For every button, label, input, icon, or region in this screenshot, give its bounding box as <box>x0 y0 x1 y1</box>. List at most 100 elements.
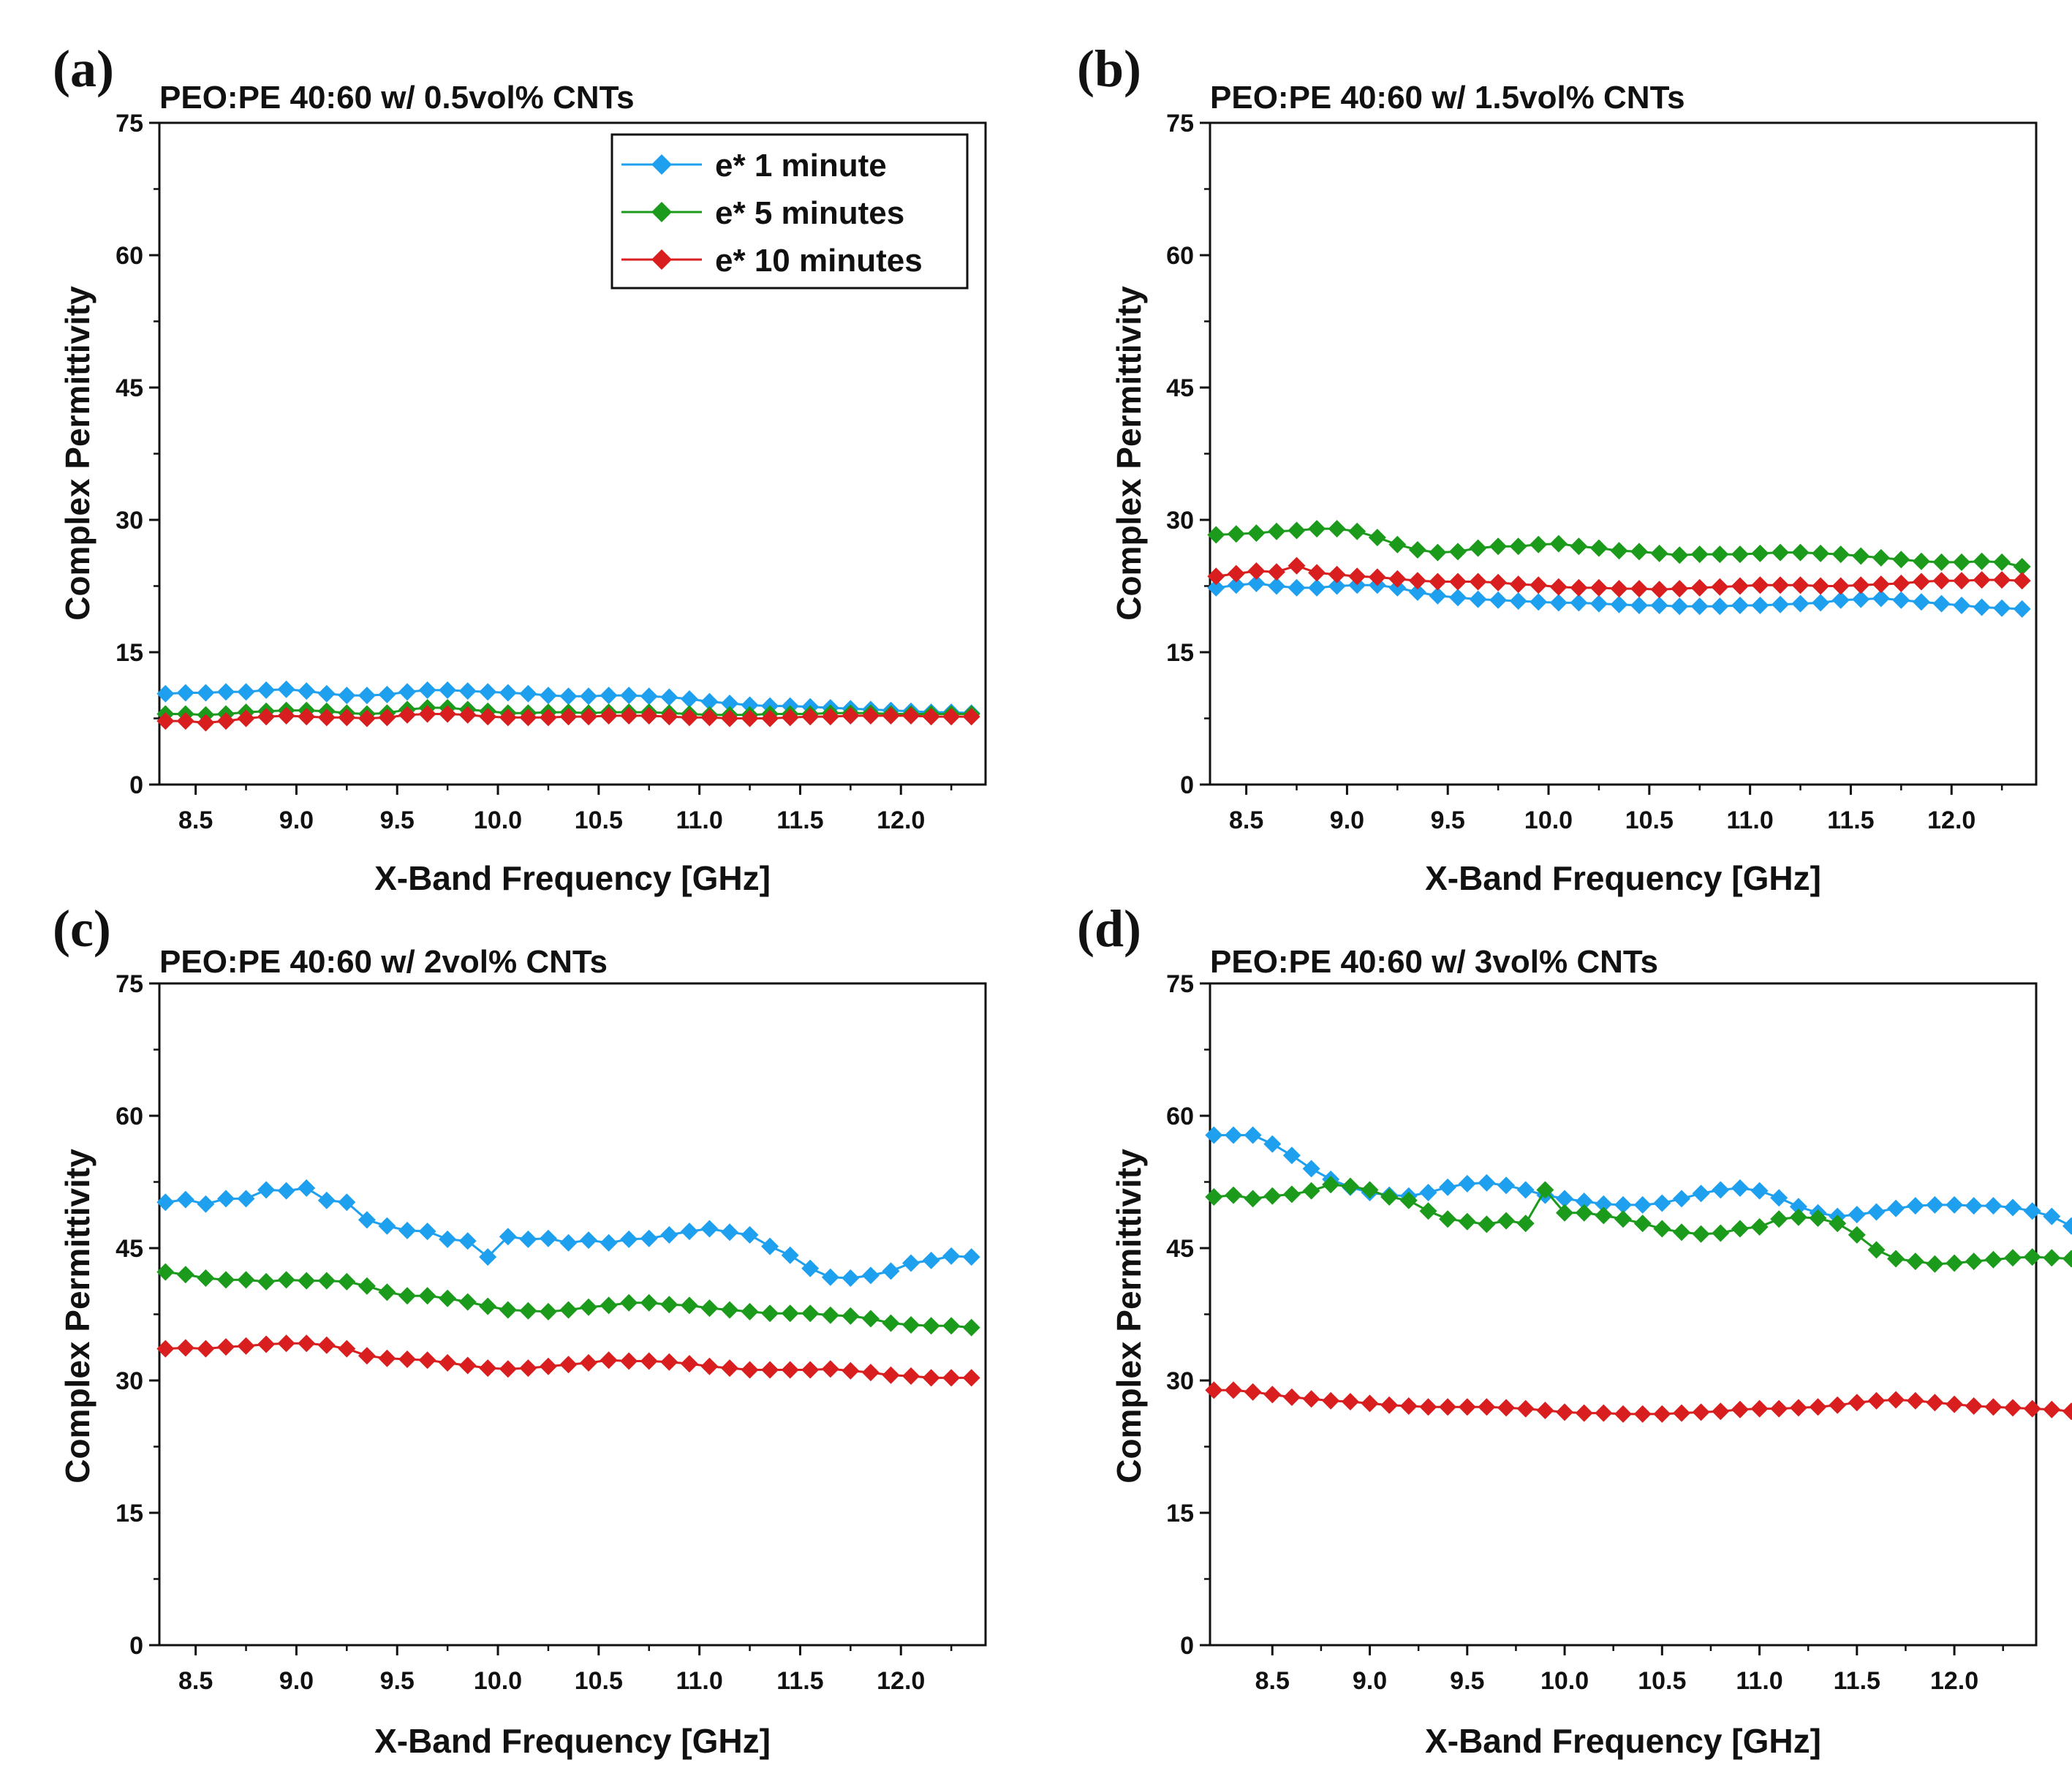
panel-c-data-point-1-minute <box>761 1237 779 1255</box>
panel-a-xtick-label: 10.5 <box>575 806 623 834</box>
panel-b-data-point-5-minutes <box>1630 543 1648 561</box>
panel-d-data-point-10-minutes <box>1322 1391 1340 1410</box>
panel-d-data-point-10-minutes <box>1536 1402 1554 1419</box>
panel-a-data-point-1-minute <box>620 687 638 705</box>
panel-a-data-point-1-minute <box>257 681 276 699</box>
panel-c-data-point-1-minute <box>539 1229 557 1247</box>
panel-a-data-point-1-minute <box>197 684 215 702</box>
panel-c-data-point-10-minutes <box>942 1369 961 1387</box>
panel-a-data-point-10-minutes <box>277 706 295 725</box>
panel-a-data-point-1-minute <box>176 684 194 702</box>
panel-b-data-point-10-minutes <box>1227 564 1245 583</box>
panel-c-data-point-1-minute <box>882 1262 900 1280</box>
legend: e* 1 minute e* 5 minutes e* 10 minutes <box>610 133 969 290</box>
panel-b-xtick-label: 11.5 <box>1827 806 1874 834</box>
panel-c-data-point-1-minute <box>660 1225 678 1244</box>
panel-c-data-point-5-minutes <box>842 1307 860 1325</box>
panel-b-xtick-label: 12.0 <box>1927 806 1975 834</box>
panel-b-data-point-5-minutes <box>1308 520 1326 538</box>
panel-a-xlabel: X-Band Frequency [GHz] <box>374 859 771 897</box>
panel-c-data-point-5-minutes <box>439 1289 457 1307</box>
panel-d-data-point-5-minutes <box>1984 1250 2003 1269</box>
panel-d-data-point-5-minutes <box>1595 1206 1613 1225</box>
panel-d-xtick-label: 12.0 <box>1930 1667 1978 1695</box>
panel-b-data-point-1-minute <box>1530 593 1548 611</box>
panel-d-data-point-5-minutes <box>1848 1225 1866 1244</box>
panel-c-ytick-label: 60 <box>116 1103 143 1130</box>
panel-d-data-point-10-minutes <box>1419 1398 1437 1416</box>
panel-c-data-point-10-minutes <box>237 1337 255 1355</box>
panel-b-data-point-1-minute <box>1348 576 1366 594</box>
panel-b-data-point-10-minutes <box>1610 580 1628 598</box>
panel-d-data-point-10-minutes <box>1556 1403 1573 1421</box>
panel-d-ytick-label: 30 <box>1166 1367 1194 1395</box>
panel-d-data-point-10-minutes <box>1673 1404 1690 1422</box>
panel-b-data-point-1-minute <box>1852 590 1870 608</box>
panel-b-data-point-1-minute <box>1288 578 1306 597</box>
panel-d-plot-frame <box>1209 982 2038 1647</box>
panel-b-data-point-5-minutes <box>1348 522 1366 540</box>
panel-d-data-point-5-minutes <box>1770 1210 1788 1228</box>
panel-b-data-point-1-minute <box>1247 574 1266 592</box>
panel-d-xtick-label: 9.5 <box>1450 1667 1484 1695</box>
panel-d-data-point-1-minute <box>1282 1146 1301 1165</box>
panel-d-data-point-5-minutes <box>1633 1214 1652 1233</box>
panel-d-data-point-1-minute <box>1926 1195 1944 1214</box>
panel-a-data-point-1-minute <box>559 687 578 706</box>
panel-b-data-point-10-minutes <box>1368 568 1386 586</box>
panel-c-data-point-1-minute <box>680 1223 698 1241</box>
panel-d-data-point-5-minutes <box>1497 1212 1516 1230</box>
panel-d-data-point-5-minutes <box>1225 1186 1242 1204</box>
panel-b-data-point-10-minutes <box>1408 572 1426 590</box>
panel-a-data-point-10-minutes <box>700 709 719 727</box>
panel-d-data-point-10-minutes <box>1361 1394 1379 1413</box>
panel-b-data-point-10-minutes <box>1751 576 1769 594</box>
panel-c-data-point-10-minutes <box>358 1347 376 1365</box>
panel-a-data-point-10-minutes <box>156 712 175 730</box>
panel-c-data-point-5-minutes <box>298 1272 316 1290</box>
panel-c-xtick-label: 9.0 <box>279 1667 314 1695</box>
panel-c-xtick-label: 8.5 <box>178 1667 213 1695</box>
panel-d-data-point-10-minutes <box>1205 1381 1223 1399</box>
panel-a-data-point-10-minutes <box>378 709 396 727</box>
panel-d-data-point-5-minutes <box>1516 1214 1535 1233</box>
panel-d-data-point-10-minutes <box>1829 1396 1847 1414</box>
panel-c-data-point-5-minutes <box>861 1310 880 1328</box>
panel-c-xtick-label: 11.5 <box>776 1667 823 1695</box>
panel-b-data-point-10-minutes <box>1469 573 1487 591</box>
panel-b-data-point-5-minutes <box>1973 552 1991 570</box>
panel-c-data-point-5-minutes <box>458 1293 477 1311</box>
panel-d-data-point-10-minutes <box>2023 1399 2041 1418</box>
panel-a-xtick-label: 8.5 <box>178 806 213 834</box>
panel-c-data-point-1-minute <box>519 1230 537 1248</box>
panel-d-data-point-1-minute <box>1692 1185 1710 1203</box>
panel-b-ytick-label: 15 <box>1166 639 1194 667</box>
panel-b-data-point-10-minutes <box>1388 570 1407 588</box>
panel-b-ytick-label: 30 <box>1166 507 1194 534</box>
panel-a-data-point-1-minute <box>418 681 436 699</box>
panel-c-xtick-label: 10.5 <box>575 1667 623 1695</box>
panel-c-data-point-5-minutes <box>620 1293 638 1312</box>
panel-c-data-point-10-minutes <box>761 1361 779 1379</box>
panel-d-data-point-5-minutes <box>1205 1188 1223 1206</box>
panel-a-data-point-1-minute <box>580 687 597 706</box>
panel-b-data-point-1-minute <box>1207 578 1225 597</box>
panel-d-data-point-1-minute <box>1516 1181 1535 1199</box>
panel-b-data-point-1-minute <box>1671 597 1689 616</box>
panel-d-data-point-10-minutes <box>1984 1398 2003 1416</box>
panel-b-xtick-label: 9.0 <box>1330 806 1364 834</box>
panel-a-data-point-10-minutes <box>721 709 738 728</box>
panel-c-data-point-10-minutes <box>640 1352 658 1370</box>
panel-d-data-point-5-minutes <box>1244 1190 1262 1208</box>
panel-c-data-point-1-minute <box>741 1225 759 1244</box>
panel-c-data-point-1-minute <box>237 1190 255 1208</box>
panel-a-data-point-10-minutes <box>499 709 517 727</box>
legend-entry: e* 1 minute <box>621 148 887 184</box>
panel-d-data-point-5-minutes <box>1906 1253 1924 1271</box>
panel-c-data-point-1-minute <box>398 1221 416 1239</box>
panel-b-data-point-10-minutes <box>1812 577 1830 595</box>
panel-b-data-point-1-minute <box>1953 597 1970 614</box>
panel-b-data-point-5-minutes <box>1993 553 2011 571</box>
panel-b-data-point-10-minutes <box>1892 574 1910 592</box>
panel-c-data-point-1-minute <box>317 1191 336 1209</box>
